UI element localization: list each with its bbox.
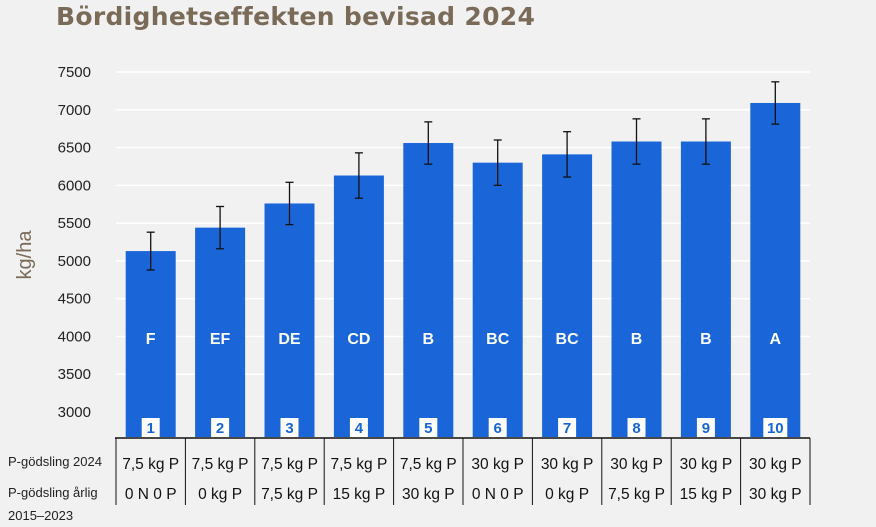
bar-number-badge	[349, 418, 368, 437]
bar-number: 6	[494, 420, 502, 437]
grade-label: EF	[210, 331, 231, 348]
y-axis-label: kg/ha	[14, 230, 36, 280]
table-cell-2024: 7,5 kg P	[330, 456, 387, 473]
bar-number-badge	[558, 418, 577, 437]
table-row2-label: P-gödsling årlig	[8, 485, 98, 500]
bar-number-badge	[280, 418, 299, 437]
y-tick-label: 5500	[58, 215, 91, 232]
grade-label: BC	[556, 331, 580, 348]
bar-number: 4	[355, 420, 364, 437]
table-cell-2024: 7,5 kg P	[261, 456, 318, 473]
table-cell-2024: 30 kg P	[749, 456, 802, 473]
y-tick-label: 7500	[58, 64, 91, 81]
chart-title: Bördighetseffekten bevisad 2024	[56, 2, 536, 31]
bar-8	[611, 141, 662, 437]
bar-number: 10	[767, 420, 784, 437]
y-tick-label: 3000	[58, 404, 91, 421]
table-cell-2024: 7,5 kg P	[192, 456, 249, 473]
grade-label: B	[631, 331, 643, 348]
table-cell-annual: 7,5 kg P	[608, 486, 665, 503]
y-tick-label: 3500	[58, 366, 91, 383]
bar-1	[125, 251, 176, 437]
grade-label: F	[146, 331, 156, 348]
bar-10	[750, 102, 801, 437]
grade-label: B	[423, 331, 435, 348]
y-tick-label: 7000	[58, 102, 91, 119]
bar-number-badge	[696, 418, 715, 437]
y-tick-label: 5000	[58, 253, 91, 270]
bar-number: 2	[216, 420, 224, 437]
bar-number-badge	[419, 418, 438, 437]
bar-7	[542, 154, 593, 437]
table-cell-annual: 0 N 0 P	[472, 486, 524, 503]
table-row2-label-years: 2015–2023	[8, 508, 73, 523]
table-cell-annual: 30 kg P	[402, 486, 455, 503]
grade-label: BC	[486, 331, 510, 348]
table-cell-2024: 7,5 kg P	[400, 456, 457, 473]
bar-number: 3	[285, 420, 293, 437]
y-tick-label: 4500	[58, 291, 91, 308]
table-cell-annual: 7,5 kg P	[261, 486, 318, 503]
table-cell-annual: 15 kg P	[680, 486, 733, 503]
grade-label: B	[700, 331, 712, 348]
bar-6	[472, 162, 523, 437]
grade-label: A	[770, 331, 782, 348]
bar-number-badge	[627, 418, 646, 437]
bar-2	[195, 227, 246, 437]
table-cell-annual: 30 kg P	[749, 486, 802, 503]
y-tick-label: 4000	[58, 328, 91, 345]
table-cell-annual: 15 kg P	[333, 486, 386, 503]
bar-number: 5	[424, 420, 432, 437]
table-row1-label: P-gödsling 2024	[8, 454, 102, 469]
bar-4	[333, 175, 384, 437]
bar-number: 1	[147, 420, 155, 437]
table-cell-annual: 0 kg P	[198, 486, 242, 503]
table-cell-2024: 7,5 kg P	[122, 456, 179, 473]
y-tick-label: 6000	[58, 177, 91, 194]
table-cell-annual: 0 kg P	[545, 486, 589, 503]
bar-number-badge	[763, 418, 788, 437]
bar-number: 9	[702, 420, 710, 437]
table-cell-2024: 30 kg P	[471, 456, 524, 473]
table-cell-2024: 30 kg P	[541, 456, 594, 473]
bar-5	[403, 143, 454, 437]
grade-label: CD	[347, 331, 370, 348]
grade-label: DE	[278, 331, 301, 348]
bar-number: 8	[632, 420, 640, 437]
bar-3	[264, 203, 315, 437]
bar-9	[680, 141, 731, 437]
bar-number-badge	[141, 418, 160, 437]
bar-number: 7	[563, 420, 571, 437]
table-cell-2024: 30 kg P	[610, 456, 663, 473]
bar-number-badge	[211, 418, 230, 437]
table-cell-2024: 30 kg P	[680, 456, 733, 473]
y-tick-label: 6500	[58, 140, 91, 157]
bar-number-badge	[488, 418, 507, 437]
table-cell-annual: 0 N 0 P	[125, 486, 177, 503]
